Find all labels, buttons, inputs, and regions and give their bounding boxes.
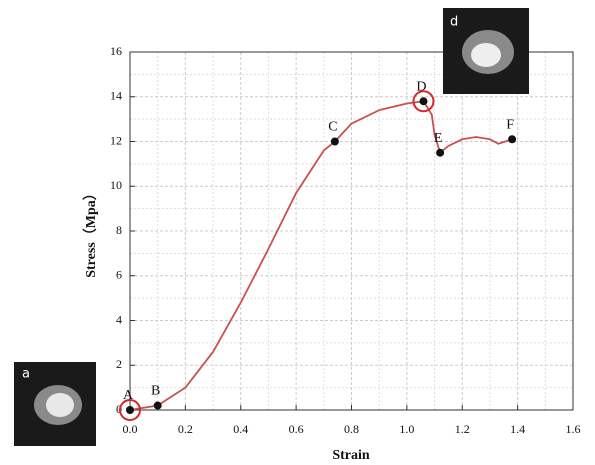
point-label: D bbox=[416, 79, 426, 94]
x-tick-label: 1.2 bbox=[455, 422, 470, 436]
x-tick-label: 1.0 bbox=[399, 422, 414, 436]
inset-d: d bbox=[443, 8, 529, 94]
point-label: E bbox=[434, 131, 443, 146]
point-marker bbox=[419, 97, 428, 106]
highlight-circle bbox=[119, 399, 141, 421]
x-tick-label: 1.4 bbox=[510, 422, 525, 436]
point-label: C bbox=[328, 120, 337, 135]
point-label: A bbox=[123, 388, 134, 403]
point-label: F bbox=[506, 117, 514, 132]
x-tick-label: 0.6 bbox=[289, 422, 304, 436]
x-tick-label: 0.4 bbox=[233, 422, 248, 436]
x-tick-label: 0.8 bbox=[344, 422, 359, 436]
x-tick-label: 1.6 bbox=[566, 422, 581, 436]
point-marker bbox=[508, 135, 517, 144]
y-tick-label: 12 bbox=[110, 133, 122, 147]
y-tick-label: 16 bbox=[110, 44, 122, 58]
plot-frame bbox=[129, 51, 574, 411]
y-tick-label: 6 bbox=[116, 268, 122, 282]
x-axis-label: Strain bbox=[332, 448, 370, 463]
x-tick-label: 0.0 bbox=[123, 422, 138, 436]
inset-label: a bbox=[22, 367, 30, 382]
inset-label: d bbox=[450, 15, 458, 30]
point-marker bbox=[126, 406, 134, 414]
point-marker bbox=[330, 137, 339, 146]
y-tick-label: 14 bbox=[110, 89, 122, 103]
inset-blob bbox=[471, 43, 501, 67]
x-tick-label: 0.2 bbox=[178, 422, 193, 436]
stress-curve bbox=[129, 100, 513, 411]
plot-area bbox=[129, 51, 574, 411]
y-tick-label: 2 bbox=[116, 357, 122, 371]
inset-blob bbox=[46, 393, 74, 417]
highlight-circle bbox=[412, 90, 435, 113]
inset-a: a bbox=[14, 362, 96, 446]
y-tick-label: 8 bbox=[116, 223, 122, 237]
y-tick-label: 10 bbox=[110, 178, 122, 192]
point-marker bbox=[436, 148, 445, 157]
y-tick-label: 0 bbox=[116, 402, 122, 416]
point-label: B bbox=[151, 384, 160, 399]
point-marker bbox=[153, 401, 162, 410]
y-tick-label: 4 bbox=[116, 312, 122, 326]
y-axis-label: Stress（Mpa） bbox=[83, 186, 99, 278]
